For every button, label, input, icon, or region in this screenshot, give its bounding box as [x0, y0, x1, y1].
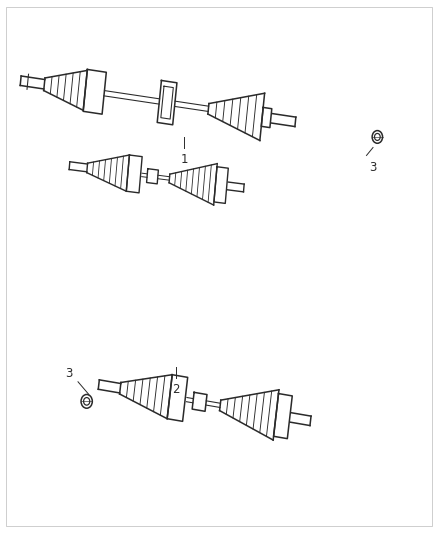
Text: 1: 1 [180, 153, 188, 166]
Text: 3: 3 [369, 161, 376, 174]
Text: 2: 2 [172, 383, 180, 396]
Text: 3: 3 [66, 367, 73, 380]
